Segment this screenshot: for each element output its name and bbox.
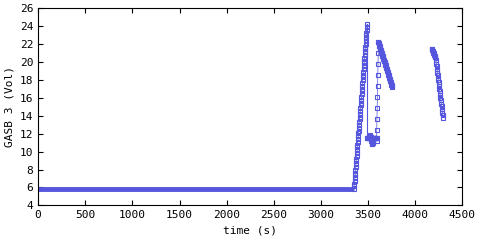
Y-axis label: GASB 3 (Vol): GASB 3 (Vol) xyxy=(4,66,14,147)
X-axis label: time (s): time (s) xyxy=(223,226,277,236)
